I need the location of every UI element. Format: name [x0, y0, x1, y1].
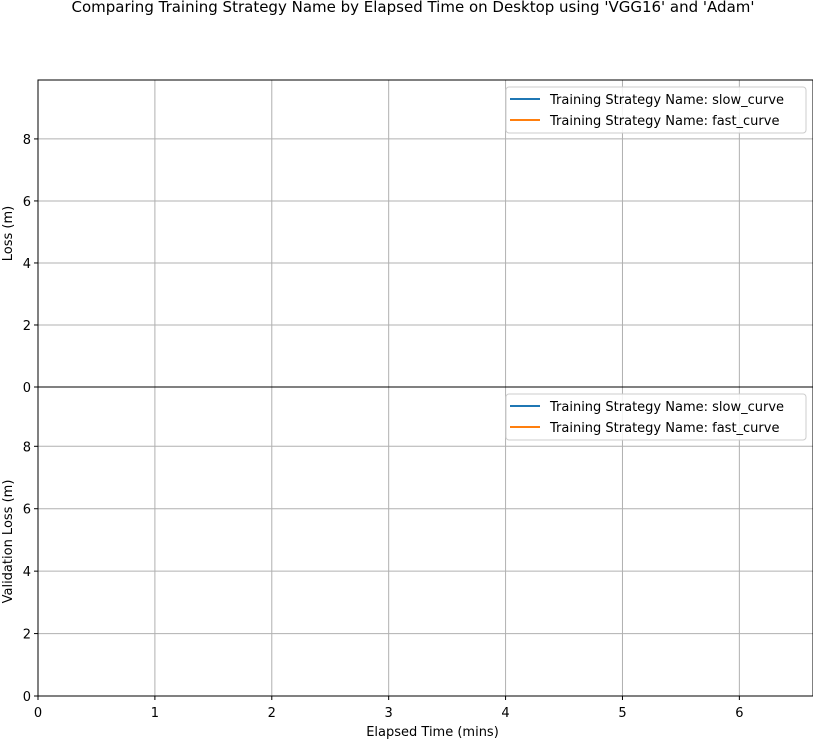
- legend: Training Strategy Name: slow_curve Traini…: [505, 393, 807, 441]
- y-tick-label: 6: [23, 503, 31, 518]
- x-tick-label: 2: [268, 706, 276, 721]
- legend: Training Strategy Name: slow_curve Traini…: [505, 86, 807, 134]
- y-tick-label: 8: [23, 440, 31, 455]
- y-axis-label: Loss (m): [1, 206, 16, 261]
- legend-entry-label: Training Strategy Name: fast_curve: [549, 114, 779, 129]
- y-tick-label: 2: [23, 628, 31, 643]
- legend-entry-label: Training Strategy Name: slow_curve: [549, 93, 784, 108]
- x-tick-label: 1: [151, 706, 159, 721]
- x-tick-label: 6: [735, 706, 743, 721]
- y-tick-label: 0: [23, 690, 31, 705]
- x-axis-label: Elapsed Time (mins): [366, 725, 499, 739]
- y-tick-label: 0: [23, 381, 31, 396]
- subplot-1: 0 2 4 6 8 Loss (m) Training Strategy Name: slo…: [1, 79, 813, 396]
- y-tick-label: 2: [23, 319, 31, 334]
- y-tick-label: 4: [23, 257, 31, 272]
- legend-box: [505, 86, 807, 134]
- y-tick-label: 8: [23, 133, 31, 148]
- x-tick-label: 5: [618, 706, 626, 721]
- y-tick-label: 4: [23, 565, 31, 580]
- figure-title: Comparing Training Strategy Name by Elap…: [72, 0, 755, 16]
- y-axis-label: Validation Loss (m): [1, 480, 16, 604]
- x-tick-label: 0: [34, 706, 42, 721]
- x-tick-label: 3: [385, 706, 393, 721]
- x-tick-label: 4: [501, 706, 509, 721]
- y-tick-label: 6: [23, 195, 31, 210]
- legend-box: [505, 393, 807, 441]
- legend-entry-label: Training Strategy Name: slow_curve: [549, 400, 784, 415]
- axes-frame: [37, 386, 813, 697]
- subplot-2: 0 2 4 6 8 Validation Loss (m) 0 1 2 3 4 5 6 Elapsed T…: [1, 386, 813, 740]
- legend-entry-label: Training Strategy Name: fast_curve: [549, 421, 779, 436]
